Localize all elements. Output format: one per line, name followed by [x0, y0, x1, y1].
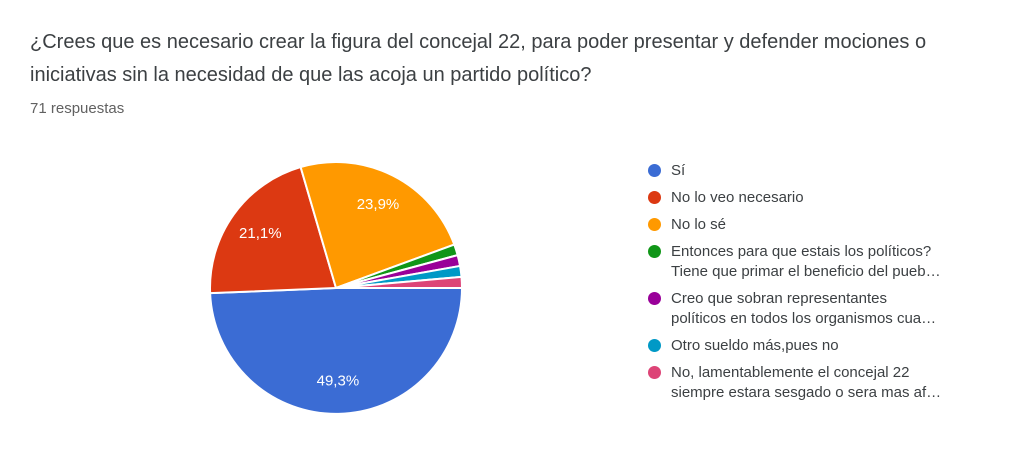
legend-item: Sí — [648, 161, 1008, 181]
legend-item: No lo sé — [648, 215, 1008, 235]
legend-label: No, lamentablemente el concejal 22 siempr… — [671, 364, 942, 401]
legend-label: Entonces para que estais los políticos? T… — [671, 243, 941, 280]
legend-label: Otro sueldo más,pues no — [671, 337, 839, 354]
pie-slice-percent-label: 49,3% — [317, 373, 360, 390]
legend-color-dot — [648, 218, 661, 231]
response-count: 71 respuestas — [30, 100, 125, 117]
pie-chart-area: 49,3% 21,1% 23,9% — [186, 138, 486, 438]
legend-label: Creo que sobran representantes políticos … — [671, 290, 937, 327]
pie-slice-percent-label: 23,9% — [357, 196, 400, 213]
pie-slice[interactable] — [335, 275, 463, 289]
legend-color-dot — [648, 366, 661, 379]
legend-label: No lo sé — [671, 216, 727, 233]
legend-color-dot — [648, 191, 661, 204]
legend-item: No lo veo necesario — [648, 188, 1008, 208]
question-header: ¿Crees que es necesario crear la figura … — [30, 26, 1005, 118]
pie-slice[interactable] — [209, 287, 463, 415]
legend-color-dot — [648, 245, 661, 258]
pie-slice-percent-label: 21,1% — [239, 225, 282, 242]
legend-item: No, lamentablemente el concejal 22 siempr… — [648, 363, 1008, 403]
pie-slice[interactable] — [299, 160, 456, 289]
legend-item: Otro sueldo más,pues no — [648, 336, 1008, 356]
legend-item: Entonces para que estais los políticos? T… — [648, 242, 1008, 282]
legend-item: Creo que sobran representantes políticos … — [648, 289, 1008, 329]
legend-color-dot — [648, 339, 661, 352]
legend-label: Sí — [671, 162, 686, 179]
chart-legend: Sí No lo veo necesario No lo sé Entonces pa… — [648, 161, 1008, 410]
question-title-line: iniciativas sin la necesidad de que las … — [30, 64, 592, 86]
pie-slice[interactable] — [209, 166, 337, 295]
question-title: ¿Crees que es necesario crear la figura … — [30, 26, 1005, 92]
legend-color-dot — [648, 164, 661, 177]
pie-chart: 49,3% 21,1% 23,9% — [209, 160, 463, 415]
legend-label: No lo veo necesario — [671, 189, 804, 206]
question-title-line: ¿Crees que es necesario crear la figura … — [30, 31, 927, 53]
legend-color-dot — [648, 292, 661, 305]
